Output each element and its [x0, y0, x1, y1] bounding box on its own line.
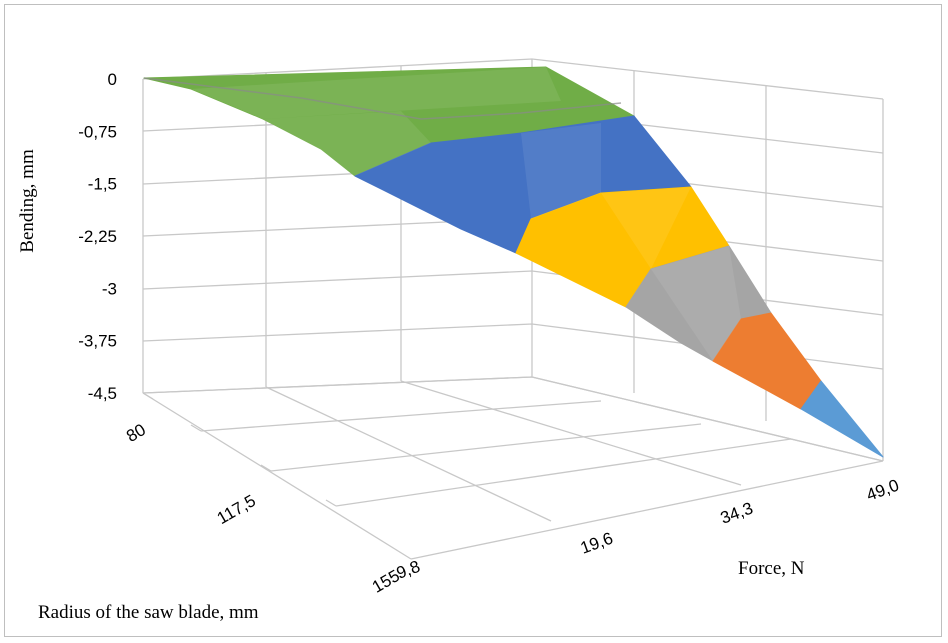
force-axis-tick-labels: 9,8 19,6 34,3 49,0 — [394, 476, 902, 583]
depth-tick — [260, 464, 272, 472]
surface-facet-shade — [263, 111, 431, 176]
back-wall-gridline — [142, 270, 884, 316]
x-axis-title: Force, N — [738, 558, 805, 579]
surface-facet-shade — [521, 123, 601, 219]
z-axis-title: Bending, mm — [17, 149, 38, 253]
z-tick-label: -3,75 — [78, 332, 117, 351]
surface-band — [800, 380, 884, 458]
z-tick-label: -3 — [102, 279, 117, 298]
force-tick-label: 19,6 — [578, 529, 616, 558]
depth-tick — [190, 424, 202, 432]
floor-gridline — [142, 376, 533, 394]
radius-tick-label: 80 — [123, 420, 149, 446]
radius-tick-label: 117,5 — [214, 491, 259, 528]
z-tick-label: -0,75 — [78, 122, 117, 141]
depth-tick — [325, 499, 337, 507]
floor-gridline — [410, 460, 884, 560]
surface-band — [712, 312, 822, 410]
floor-gridline — [400, 380, 742, 486]
force-tick-label: 34,3 — [718, 499, 756, 528]
floor-gridline — [335, 438, 792, 507]
surface-mesh-line — [143, 77, 622, 120]
floor-gridline — [142, 392, 412, 560]
depth-tick — [142, 392, 154, 400]
floor-gridline — [270, 423, 702, 472]
floor-gridline — [265, 386, 552, 522]
surface-facet-shade — [191, 67, 561, 119]
chart-frame: 0 -0,75 -1,5 -2,25 -3 -3,75 -4,5 80 117,5 155 9,… — [4, 4, 942, 637]
z-axis-tick-labels: 0 -0,75 -1,5 -2,25 -3 -3,75 -4,5 — [78, 70, 117, 403]
force-tick-label: 49,0 — [864, 476, 902, 505]
surface-facet-shade — [601, 187, 691, 269]
z-tick-label: 0 — [108, 70, 117, 89]
y-axis-title: Radius of the saw blade, mm — [38, 602, 259, 623]
surface-layer — [143, 66, 884, 458]
z-tick-label: -1,5 — [88, 175, 117, 194]
z-tick-label: -2,25 — [78, 227, 117, 246]
force-tick-label: 9,8 — [394, 557, 423, 583]
surface-facet-shade — [651, 246, 741, 361]
floor-gridline — [531, 376, 884, 462]
floor-gridline — [200, 400, 602, 432]
z-tick-label: -4,5 — [88, 384, 117, 403]
